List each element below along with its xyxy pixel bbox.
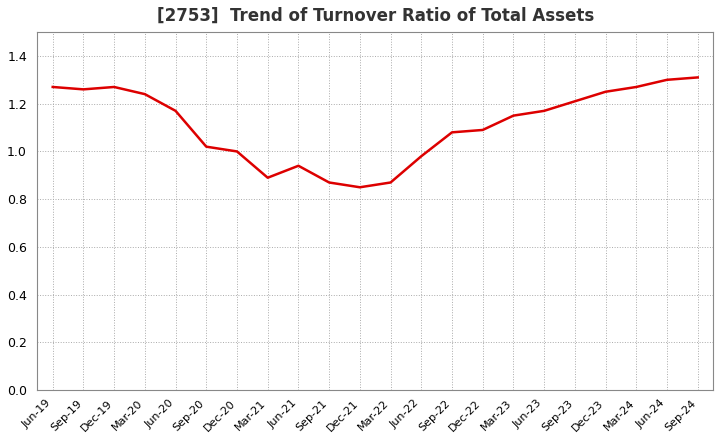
Title: [2753]  Trend of Turnover Ratio of Total Assets: [2753] Trend of Turnover Ratio of Total … bbox=[156, 7, 594, 25]
